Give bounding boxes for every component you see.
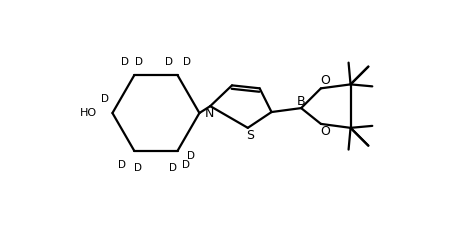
Text: N: N xyxy=(204,106,214,119)
Text: D: D xyxy=(134,164,142,173)
Text: D: D xyxy=(188,151,195,161)
Text: D: D xyxy=(100,94,108,104)
Text: O: O xyxy=(320,74,330,87)
Text: D: D xyxy=(181,160,189,170)
Text: D: D xyxy=(135,57,143,67)
Text: HO: HO xyxy=(80,108,97,118)
Text: D: D xyxy=(121,57,129,67)
Text: D: D xyxy=(182,57,191,67)
Text: D: D xyxy=(119,160,126,170)
Text: S: S xyxy=(246,129,254,142)
Text: B: B xyxy=(297,95,306,108)
Text: D: D xyxy=(165,57,173,67)
Text: D: D xyxy=(169,164,177,173)
Text: O: O xyxy=(320,125,330,138)
